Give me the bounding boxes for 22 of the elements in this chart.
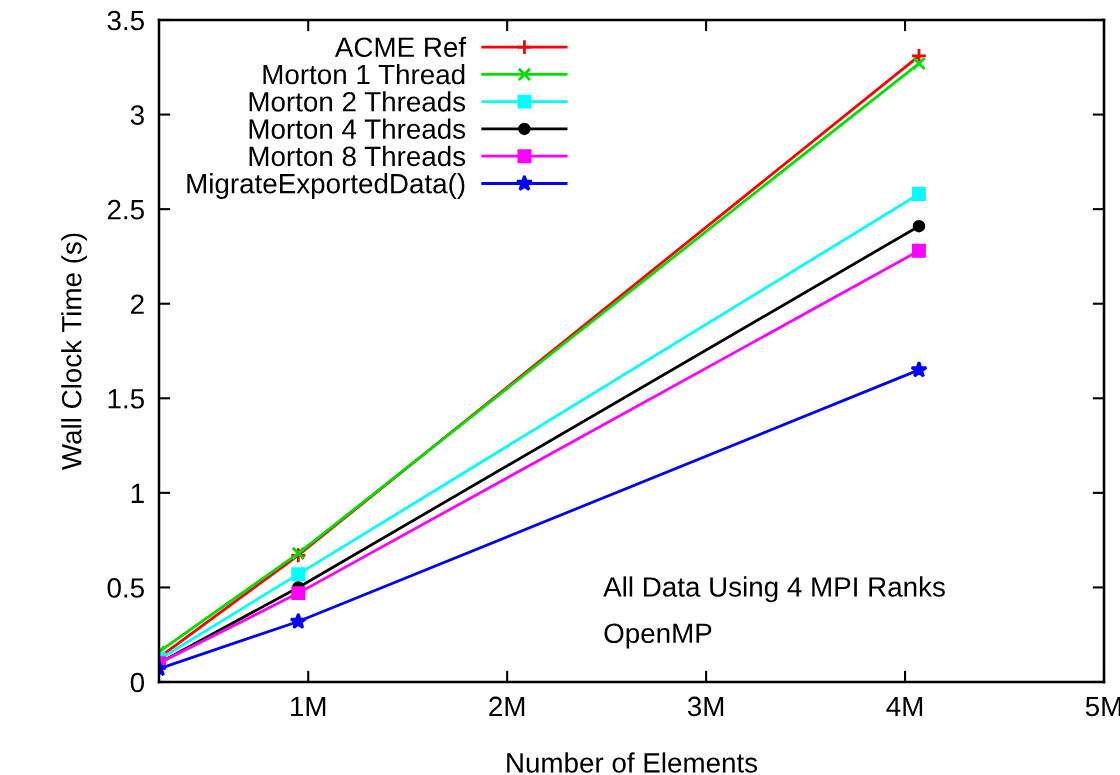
y-tick-label: 0 <box>130 672 145 693</box>
legend-label: Morton 2 Threads <box>249 91 466 112</box>
legend-label: Morton 4 Threads <box>249 118 466 139</box>
y-tick-label: 3 <box>130 105 144 125</box>
y-tick-label: 1.5 <box>108 389 144 409</box>
y-tick-label: 1 <box>131 483 144 503</box>
x-tick-label: 3M <box>687 696 724 717</box>
x-tick-label: 1M <box>291 696 326 717</box>
annotation: All Data Using 4 MPI Ranks <box>603 576 945 603</box>
x-axis-title: Number of Elements <box>507 752 758 773</box>
x-tick-label: 4M <box>886 696 923 717</box>
legend-label: MigrateExportedData() <box>187 173 465 199</box>
y-tick-label: 3.5 <box>107 10 144 31</box>
legend-label: ACME Ref <box>334 36 467 58</box>
y-tick-label: 0.5 <box>107 578 144 598</box>
annotation: OpenMP <box>604 623 712 649</box>
legend-label: Morton 8 Threads <box>249 145 466 167</box>
y-tick-label: 2.5 <box>107 199 144 220</box>
y-tick-label: 2 <box>131 294 144 314</box>
x-tick-label: 2M <box>489 696 525 717</box>
y-axis-title: Wall Clock Time (s) <box>61 233 88 470</box>
legend-label: Morton 1 Thread <box>263 63 465 85</box>
